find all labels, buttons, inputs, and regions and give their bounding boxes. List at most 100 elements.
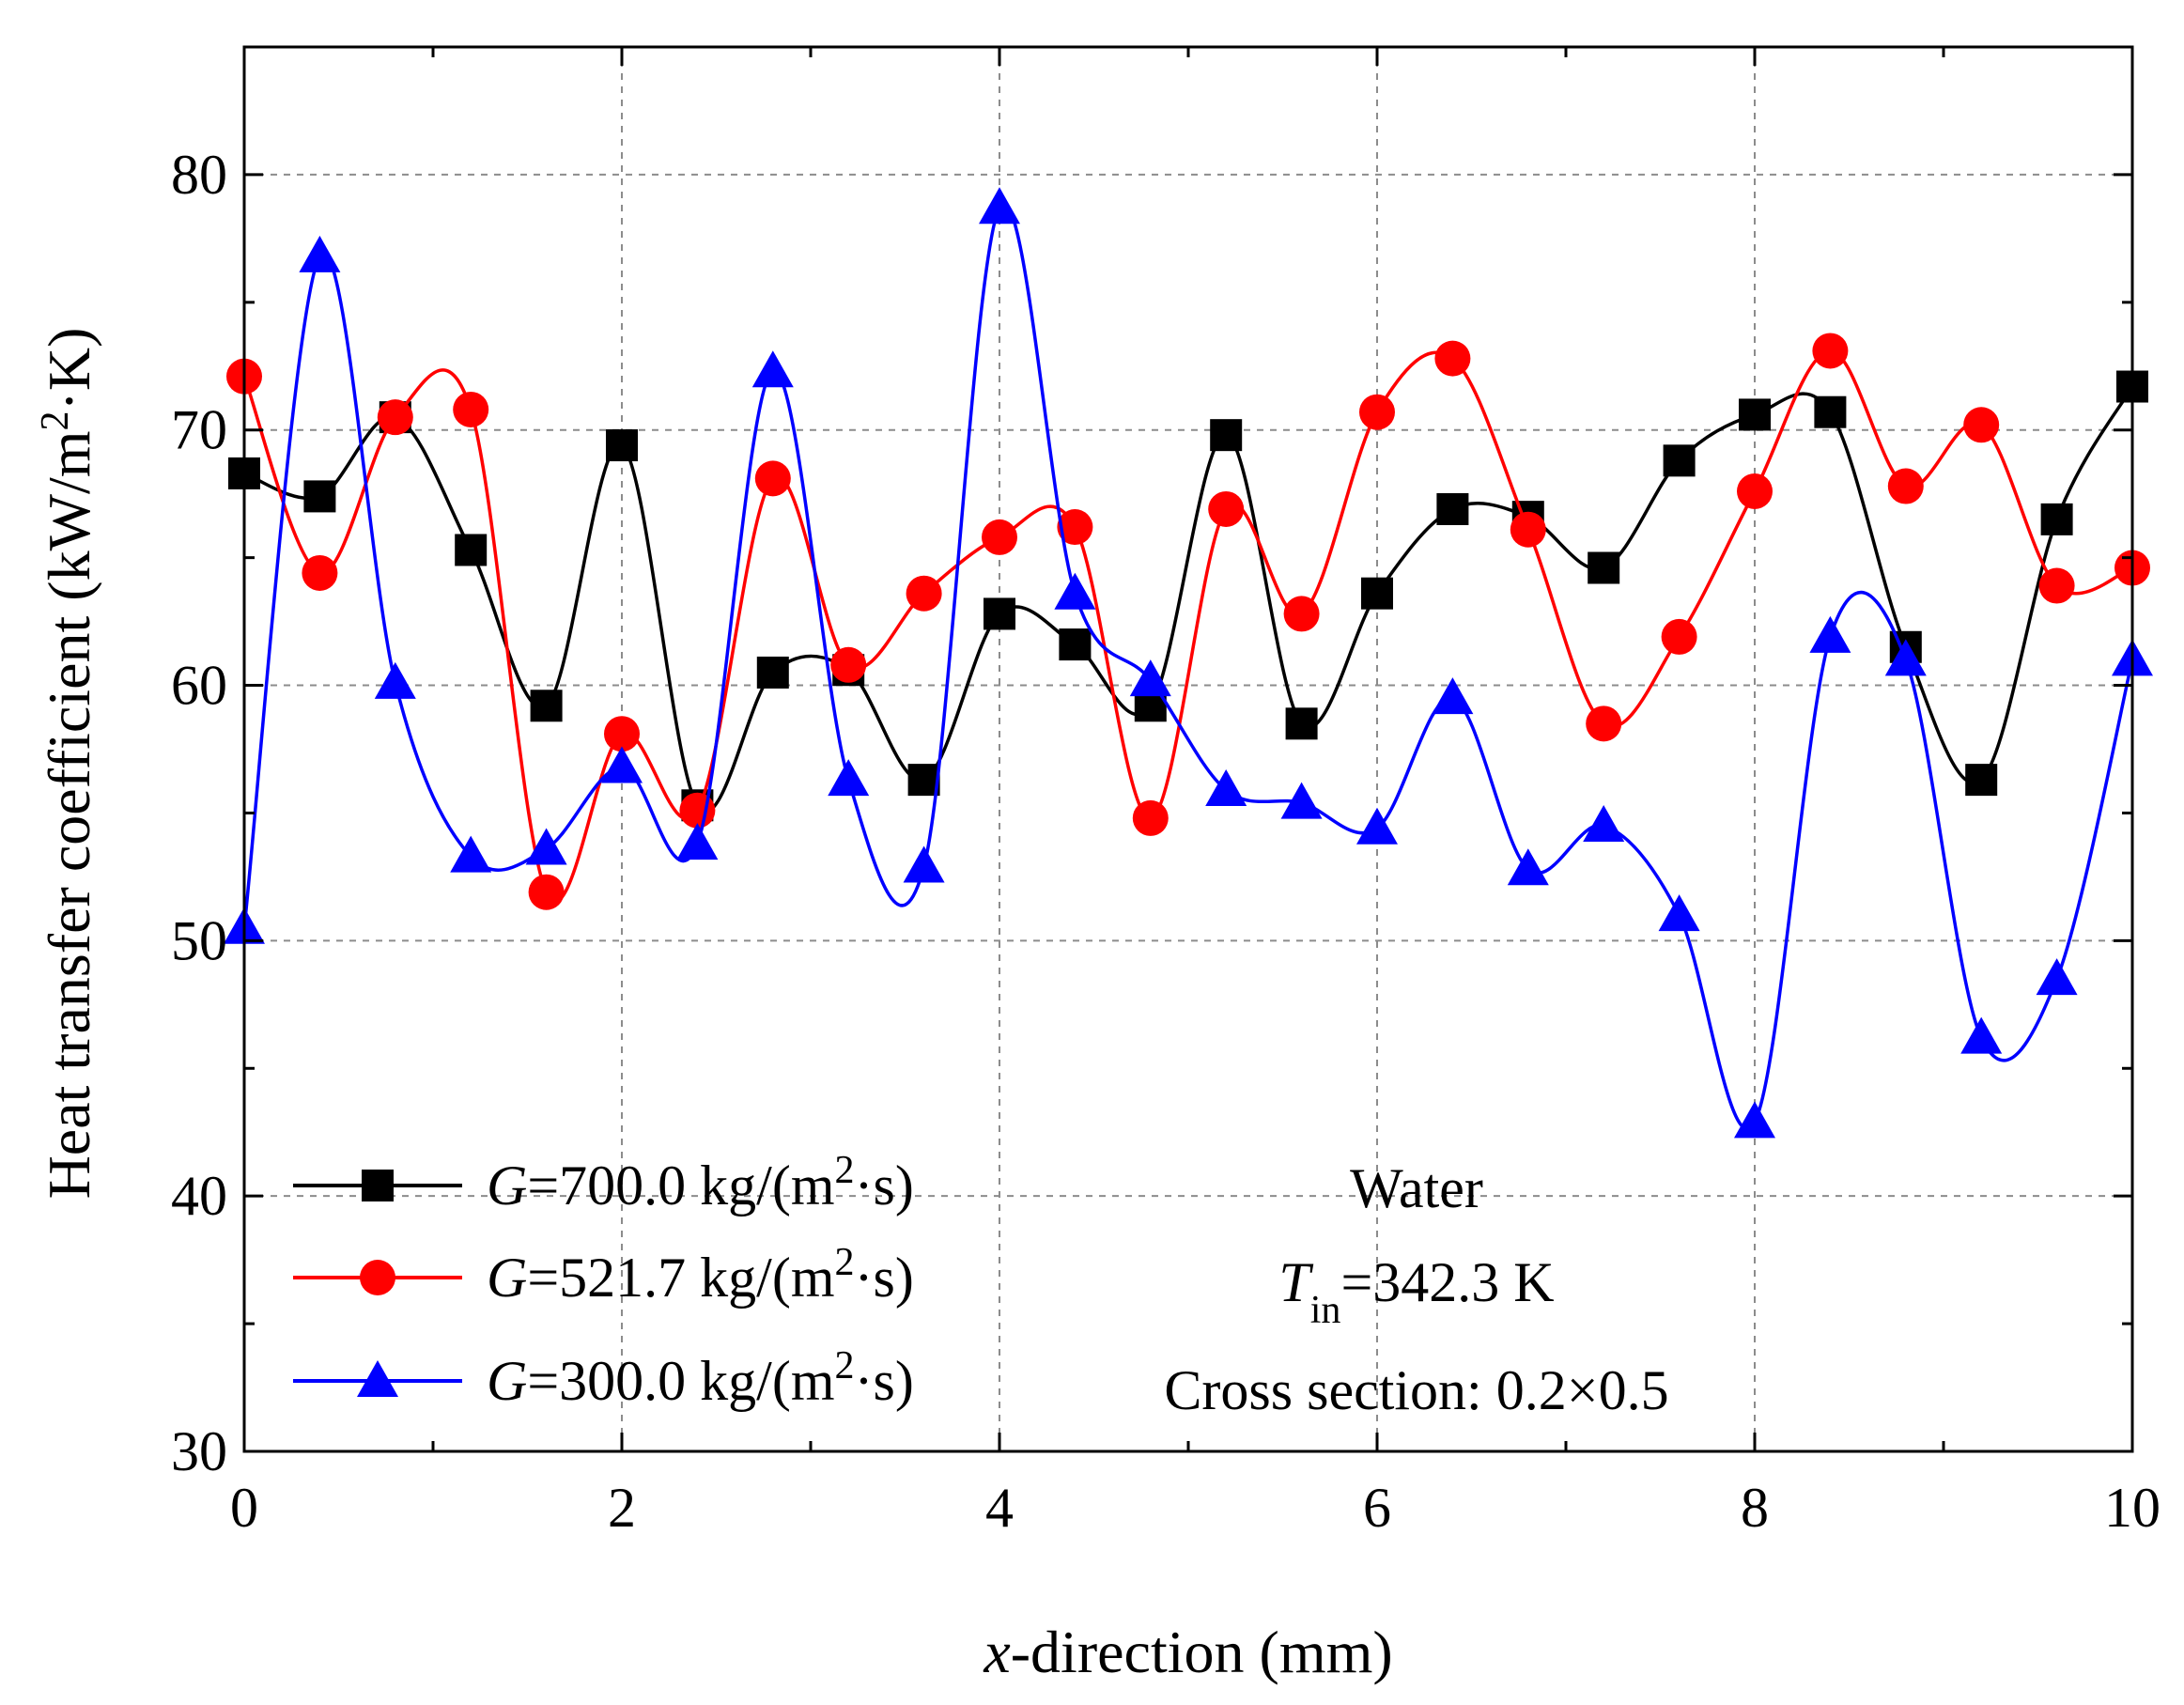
x-tick-label: 2 <box>608 1477 636 1539</box>
data-point-circle <box>830 646 867 683</box>
annotation-tin-symbol: T <box>1278 1251 1313 1313</box>
x-tick-label: 6 <box>1363 1477 1391 1539</box>
data-point-square <box>303 480 336 513</box>
data-point-square <box>1436 492 1469 525</box>
x-tick-label: 8 <box>1741 1477 1769 1539</box>
data-point-circle <box>1586 705 1622 742</box>
grid-layer <box>244 47 2132 1451</box>
data-point-circle <box>302 554 338 591</box>
data-point-square <box>1285 707 1318 740</box>
data-point-circle <box>1434 340 1471 377</box>
series-line-square <box>243 385 2134 814</box>
y-tick-label: 40 <box>171 1165 227 1227</box>
data-point-triangle <box>601 746 643 783</box>
annotation-fluid: Water <box>1350 1157 1483 1219</box>
data-point-circle <box>1737 473 1773 509</box>
y-tick-label: 60 <box>171 655 227 717</box>
data-point-circle <box>1208 490 1245 527</box>
x-axis-title-text: -direction (mm) <box>1011 1619 1393 1685</box>
data-point-circle <box>679 792 716 829</box>
data-point-triangle <box>1129 659 1171 697</box>
data-point-triangle <box>676 823 719 860</box>
data-point-circle <box>528 874 565 910</box>
data-point-triangle <box>1809 615 1851 653</box>
annotation-cross-section: Cross section: 0.2×0.5 <box>1164 1359 1668 1421</box>
legend-label-circle: G=521.7 kg/(m2·s) <box>487 1241 914 1309</box>
legend-marker-triangle <box>357 1360 398 1397</box>
data-point-circle <box>1132 799 1169 836</box>
legend-marker-circle <box>360 1260 395 1295</box>
x-axis-title: x-direction (mm) <box>983 1619 1392 1685</box>
series-layer <box>224 187 2153 1139</box>
legend-label-variable: G <box>487 1247 527 1309</box>
legend-marker-square <box>362 1170 394 1201</box>
legend-label-superscript: 2 <box>835 1241 855 1284</box>
data-point-triangle <box>299 235 341 272</box>
data-point-circle <box>1887 468 1924 504</box>
data-point-triangle <box>1507 848 1549 886</box>
data-point-square <box>1663 444 1696 477</box>
legend-label-square: G=700.0 kg/(m2·s) <box>487 1149 914 1217</box>
data-point-circle <box>1359 394 1395 430</box>
data-point-triangle <box>1960 1016 2003 1054</box>
y-axis-title: Heat transfer coefficient (kW/m2·K) <box>34 328 102 1200</box>
y-tick-label: 30 <box>171 1420 227 1482</box>
data-point-triangle <box>1205 768 1247 806</box>
legend-label-prefix: =521.7 kg/(m <box>527 1247 834 1309</box>
y-tick-label: 70 <box>171 399 227 461</box>
data-point-circle <box>453 391 489 427</box>
plot-area-frame <box>242 45 2134 1453</box>
series-circle <box>226 333 2150 910</box>
legend-label-superscript: 2 <box>835 1344 855 1387</box>
data-point-circle <box>377 399 413 436</box>
data-point-circle <box>2038 567 2075 604</box>
data-point-square <box>1588 551 1620 584</box>
legend-label-prefix: =300.0 kg/(m <box>527 1350 834 1412</box>
series-line-circle <box>242 349 2133 904</box>
series-triangle <box>224 187 2153 1139</box>
x-tick-label: 4 <box>985 1477 1014 1539</box>
data-point-triangle <box>525 828 567 865</box>
legend-label-superscript: 2 <box>835 1149 855 1192</box>
annotation-tin-value: =342.3 K <box>1340 1251 1554 1313</box>
data-point-triangle <box>1658 894 1700 932</box>
x-tick-label: 0 <box>230 1477 258 1539</box>
y-axis-title-superscript: 2 <box>34 411 77 430</box>
legend-label-suffix: ·s) <box>855 1155 914 1217</box>
data-point-triangle <box>828 759 870 797</box>
legend-label-variable: G <box>487 1350 527 1412</box>
x-axis-title-variable: x <box>983 1619 1010 1685</box>
data-point-square <box>606 429 638 462</box>
data-point-triangle <box>450 835 492 873</box>
data-point-triangle <box>1054 572 1096 610</box>
data-point-square <box>1739 398 1771 431</box>
legend-label-suffix: ·s) <box>855 1350 914 1412</box>
data-point-circle <box>1510 511 1546 548</box>
data-point-square <box>756 656 789 689</box>
data-point-circle <box>982 519 1017 555</box>
y-axis-title-tail: ·K) <box>36 328 102 411</box>
tick-layer: 30 40 50 60 70 80 0 2 4 6 8 10 <box>171 47 2161 1539</box>
series-square <box>228 370 2148 822</box>
data-point-triangle <box>1583 805 1625 843</box>
data-point-triangle <box>1356 807 1398 845</box>
data-point-triangle <box>1884 639 1927 676</box>
data-point-square <box>1059 628 1092 661</box>
y-tick-label: 80 <box>171 144 227 206</box>
data-point-square <box>1210 419 1243 452</box>
data-point-square <box>1965 764 1998 797</box>
data-point-circle <box>604 716 640 752</box>
data-point-circle <box>1812 333 1849 369</box>
data-point-triangle <box>1280 782 1323 819</box>
legend-label-prefix: =700.0 kg/(m <box>527 1155 834 1217</box>
data-point-circle <box>1963 407 2000 443</box>
legend: G=700.0 kg/(m2·s)G=521.7 kg/(m2·s)G=300.… <box>293 1149 914 1412</box>
data-point-circle <box>1057 509 1093 546</box>
data-point-circle <box>754 460 791 497</box>
data-point-circle <box>1283 596 1320 632</box>
data-point-triangle <box>1432 677 1474 715</box>
annotation-tin-subscript: in <box>1310 1289 1341 1332</box>
annotation-inlet-temperature: Tin=342.3 K <box>1278 1251 1554 1332</box>
x-tick-label: 10 <box>2104 1477 2161 1539</box>
